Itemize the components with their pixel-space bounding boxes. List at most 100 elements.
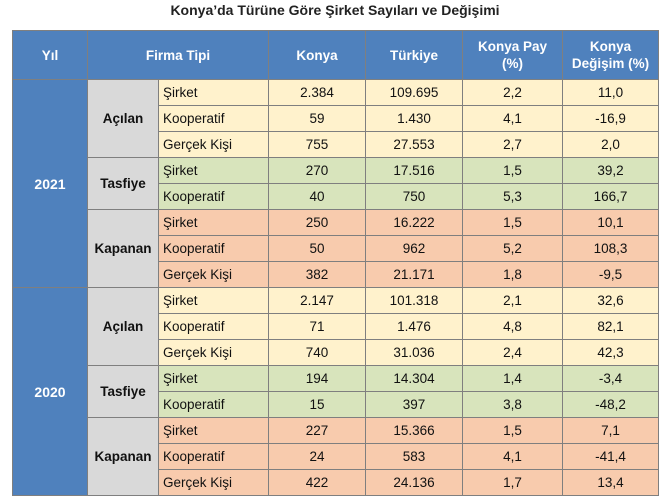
- table-row: Kooperatif 50 962 5,2 108,3: [13, 235, 660, 262]
- value-cell: 4,1: [462, 443, 564, 470]
- group-cell: Kapanan: [87, 417, 159, 496]
- header-cell: Yıl: [12, 30, 88, 80]
- type-cell: Gerçek Kişi: [157, 339, 270, 366]
- value-cell: 3,8: [462, 391, 564, 418]
- value-cell: -9,5: [562, 261, 660, 288]
- value-cell: 108,3: [562, 235, 660, 262]
- table-row: 2021 Açılan Şirket 2.384 109.695 2,2 11,0: [12, 79, 660, 288]
- group-cell: Açılan: [87, 287, 159, 366]
- value-cell: 962: [365, 235, 464, 262]
- type-cell: Gerçek Kişi: [157, 131, 270, 158]
- group-cell: Açılan: [87, 79, 159, 158]
- value-cell: 4,8: [462, 313, 564, 340]
- type-cell: Kooperatif: [157, 235, 270, 262]
- value-cell: 5,2: [462, 235, 564, 262]
- value-cell: 27.553: [365, 131, 464, 158]
- value-cell: 15: [268, 391, 367, 418]
- value-cell: 2.384: [268, 79, 367, 106]
- value-cell: 166,7: [562, 183, 660, 210]
- type-cell: Kooperatif: [157, 391, 270, 418]
- value-cell: 82,1: [562, 313, 660, 340]
- value-cell: 1.430: [365, 105, 464, 132]
- value-cell: 1.476: [365, 313, 464, 340]
- value-cell: 40: [268, 183, 367, 210]
- value-cell: 109.695: [365, 79, 464, 106]
- value-cell: 397: [365, 391, 464, 418]
- value-cell: 50: [268, 235, 367, 262]
- group-cell: Kapanan: [87, 209, 159, 288]
- value-cell: 101.318: [365, 287, 464, 314]
- value-cell: 4,1: [462, 105, 564, 132]
- value-cell: 1,4: [462, 365, 564, 392]
- type-cell: Şirket: [157, 287, 270, 314]
- table-row: Kooperatif 59 1.430 4,1 -16,9: [13, 105, 660, 132]
- value-cell: 13,4: [562, 469, 660, 496]
- type-cell: Gerçek Kişi: [157, 261, 270, 288]
- header-cell: Konya Pay (%): [462, 30, 564, 80]
- year-cell: 2021: [12, 79, 88, 288]
- type-cell: Kooperatif: [157, 183, 270, 210]
- value-cell: 2,7: [462, 131, 564, 158]
- value-cell: -3,4: [562, 365, 660, 392]
- header-cell: Firma Tipi: [86, 30, 270, 80]
- value-cell: -48,2: [562, 391, 660, 418]
- value-cell: 583: [365, 443, 464, 470]
- value-cell: 1,7: [462, 469, 564, 496]
- value-cell: 422: [268, 469, 367, 496]
- table-row: 2020 Açılan Şirket 2.147 101.318 2,1 32,6: [12, 287, 660, 496]
- type-cell: Şirket: [157, 365, 270, 392]
- value-cell: 14.304: [365, 365, 464, 392]
- value-cell: -41,4: [562, 443, 660, 470]
- table-row: Tasfiye Şirket 270 17.516 1,5 39,2: [13, 157, 660, 210]
- value-cell: 31.036: [365, 339, 464, 366]
- value-cell: 1,8: [462, 261, 564, 288]
- value-cell: 194: [268, 365, 367, 392]
- value-cell: 270: [268, 157, 367, 184]
- table-row: Gerçek Kişi 740 31.036 2,4 42,3: [13, 339, 660, 366]
- value-cell: 21.171: [365, 261, 464, 288]
- type-cell: Kooperatif: [157, 105, 270, 132]
- value-cell: 42,3: [562, 339, 660, 366]
- value-cell: 740: [268, 339, 367, 366]
- table-row: Gerçek Kişi 382 21.171 1,8 -9,5: [13, 261, 660, 288]
- table-row: Kapanan Şirket 250 16.222 1,5 10,1: [13, 209, 660, 288]
- type-cell: Şirket: [157, 157, 270, 184]
- value-cell: 32,6: [562, 287, 660, 314]
- header-cell: Konya: [268, 30, 367, 80]
- value-cell: 15.366: [365, 417, 464, 444]
- value-cell: 59: [268, 105, 367, 132]
- table-row: Kapanan Şirket 227 15.366 1,5 7,1: [13, 417, 660, 496]
- value-cell: 71: [268, 313, 367, 340]
- type-cell: Gerçek Kişi: [157, 469, 270, 496]
- type-cell: Kooperatif: [157, 443, 270, 470]
- title: Konya’da Türüne Göre Şirket Sayıları ve …: [170, 2, 500, 18]
- value-cell: 39,2: [562, 157, 660, 184]
- data-table: Yıl Firma Tipi Konya Türkiye Konya Pay (%) Ko…: [12, 30, 660, 496]
- value-cell: 11,0: [562, 79, 660, 106]
- type-cell: Şirket: [157, 417, 270, 444]
- value-cell: 2,4: [462, 339, 564, 366]
- table-row: Gerçek Kişi 755 27.553 2,7 2,0: [13, 131, 660, 158]
- value-cell: 10,1: [562, 209, 660, 236]
- type-cell: Şirket: [157, 79, 270, 106]
- year-cell: 2020: [12, 287, 88, 496]
- table-row: Tasfiye Şirket 194 14.304 1,4 -3,4: [13, 365, 660, 418]
- type-cell: Kooperatif: [157, 313, 270, 340]
- header-cell: Türkiye: [365, 30, 464, 80]
- value-cell: 227: [268, 417, 367, 444]
- table-body: 2021 Açılan Şirket 2.384 109.695 2,2 11,0 Koope…: [12, 79, 660, 496]
- value-cell: 17.516: [365, 157, 464, 184]
- table-row: Kooperatif 40 750 5,3 166,7: [13, 183, 660, 210]
- value-cell: 5,3: [462, 183, 564, 210]
- value-cell: 24.136: [365, 469, 464, 496]
- table-row: Gerçek Kişi 422 24.136 1,7 13,4: [13, 469, 660, 496]
- group-cell: Tasfiye: [87, 157, 159, 210]
- value-cell: 16.222: [365, 209, 464, 236]
- value-cell: 2.147: [268, 287, 367, 314]
- value-cell: 2,2: [462, 79, 564, 106]
- value-cell: 1,5: [462, 417, 564, 444]
- value-cell: 24: [268, 443, 367, 470]
- value-cell: 755: [268, 131, 367, 158]
- value-cell: -16,9: [562, 105, 660, 132]
